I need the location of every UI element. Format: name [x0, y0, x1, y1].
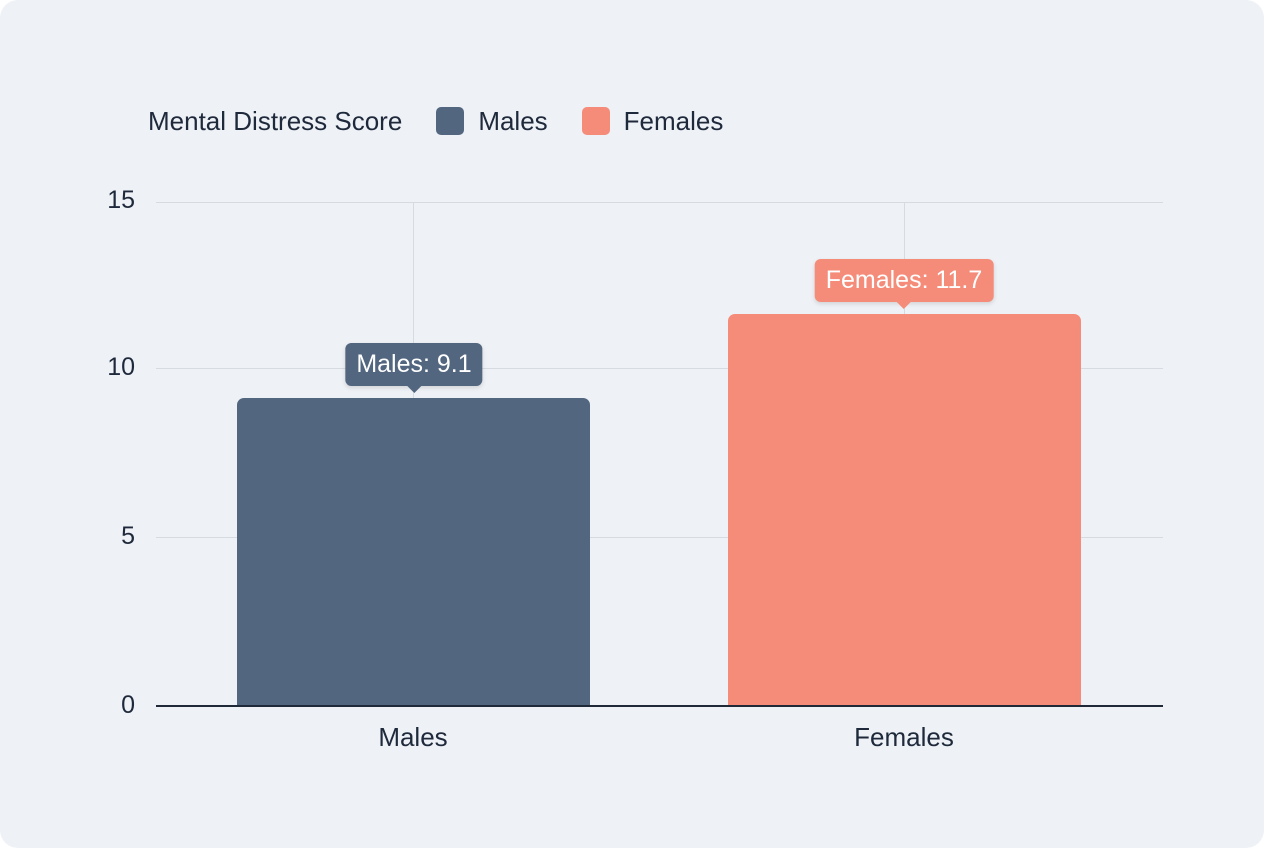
gridline-v-females — [904, 202, 905, 314]
gridline-5 — [156, 537, 1163, 538]
legend-item-females[interactable]: Females — [581, 105, 724, 137]
gridline-10 — [156, 368, 1163, 369]
gridline-15 — [156, 202, 1163, 203]
legend-label-females: Females — [623, 105, 724, 136]
bar-males[interactable] — [237, 398, 590, 706]
tooltip-males: Males: 9.1 — [345, 343, 483, 393]
legend-swatch-females — [581, 107, 610, 135]
legend-label-males: Males — [478, 105, 548, 136]
x-axis-line — [156, 705, 1163, 707]
tooltip-arrow — [407, 386, 421, 393]
y-tick-15: 15 — [107, 186, 135, 214]
legend-title: Mental Distress Score — [148, 105, 403, 136]
y-tick-10: 10 — [107, 353, 135, 381]
gridline-v-males — [413, 202, 414, 398]
tooltip-females: Females: 11.7 — [814, 259, 994, 309]
y-tick-0: 0 — [121, 691, 135, 719]
chart-legend: Mental Distress Score Males Females — [148, 104, 757, 138]
y-tick-5: 5 — [121, 522, 135, 550]
tooltip-males-text: Males: 9.1 — [356, 350, 472, 378]
tooltip-arrow — [897, 302, 911, 309]
tooltip-females-text: Females: 11.7 — [825, 266, 983, 294]
x-tick-males: Males — [378, 722, 448, 752]
bar-females[interactable] — [728, 314, 1081, 706]
legend-item-males[interactable]: Males — [436, 105, 548, 137]
legend-swatch-males — [436, 107, 465, 135]
x-tick-females: Females — [854, 722, 954, 752]
